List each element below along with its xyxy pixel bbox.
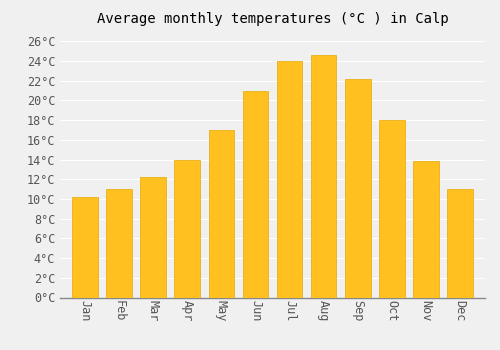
- Bar: [414, 161, 439, 298]
- Bar: [345, 79, 370, 298]
- Bar: [277, 61, 302, 297]
- Bar: [72, 197, 98, 298]
- Bar: [106, 189, 132, 298]
- Bar: [448, 189, 473, 298]
- Bar: [174, 160, 200, 298]
- Title: Average monthly temperatures (°C ) in Calp: Average monthly temperatures (°C ) in Ca…: [96, 12, 448, 26]
- Bar: [140, 177, 166, 298]
- Bar: [379, 120, 404, 298]
- Bar: [208, 130, 234, 298]
- Bar: [242, 91, 268, 298]
- Bar: [311, 55, 336, 298]
